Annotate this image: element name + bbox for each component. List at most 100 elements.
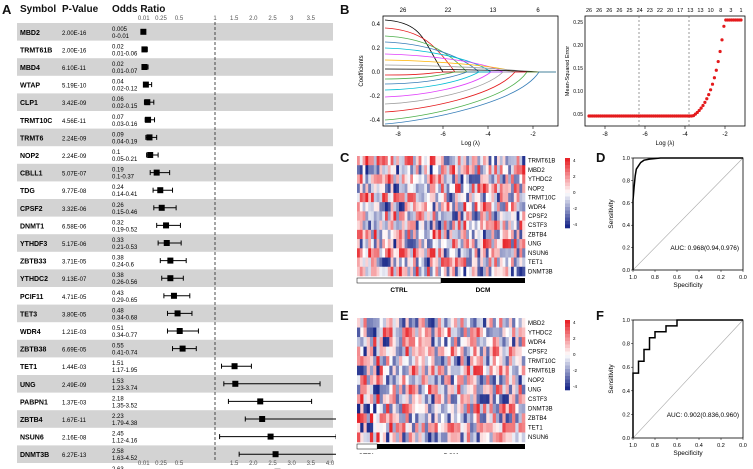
heatmap-cell: [379, 156, 383, 166]
heatmap-cell: [457, 337, 461, 347]
heatmap-cell: [492, 375, 497, 386]
heatmap-cell: [365, 156, 369, 166]
heatmap-cell: [457, 239, 461, 249]
heatmap-cell: [502, 174, 506, 184]
heatmap-cell: [421, 174, 425, 184]
gene-symbol: ZBTB4: [20, 417, 43, 424]
heatmap-cell: [434, 337, 439, 347]
heatmap-cell: [453, 346, 458, 357]
heatmap-cell: [469, 229, 473, 240]
heatmap-cell: [486, 327, 490, 338]
mse-point: [701, 103, 705, 108]
heatmap-cell: [494, 174, 498, 184]
heatmap-cell: [369, 403, 374, 414]
heatmap-cell: [410, 229, 414, 240]
heatmap-cell: [491, 248, 495, 258]
heatmap-cell: [357, 356, 361, 366]
y-tick-label: -0.4: [370, 118, 381, 124]
heatmap-cell: [441, 346, 445, 357]
gene-symbol: CLP1: [20, 100, 38, 107]
heatmap-cell: [421, 394, 426, 405]
heatmap-cell: [411, 394, 416, 405]
heatmap-cell: [393, 156, 397, 166]
heatmap-cell: [437, 394, 442, 405]
heatmap-cell: [502, 266, 506, 277]
heatmap-cell: [483, 165, 487, 175]
heatmap-cell: [471, 165, 475, 175]
heatmap-cell: [444, 356, 448, 366]
heatmap-cell: [483, 394, 487, 405]
gene-symbol: TET3: [20, 311, 37, 318]
heatmap-cell: [371, 202, 375, 212]
heatmap-cell: [434, 318, 439, 328]
heatmap-cell: [447, 365, 451, 376]
heatmap-cell: [447, 337, 451, 347]
heatmap-cell: [424, 384, 429, 395]
heatmap-cell: [469, 211, 473, 221]
top-df-label: 24: [637, 8, 643, 14]
heatmap-cell: [443, 257, 447, 268]
panel-d-letter: D: [596, 150, 606, 165]
heatmap-cell: [470, 365, 474, 376]
heatmap-cell: [428, 394, 432, 405]
y-tick-label: 0.0: [622, 436, 630, 442]
or-value: 0.07: [112, 115, 124, 121]
heatmap-cell: [495, 365, 500, 376]
heatmap-cell: [431, 365, 435, 376]
heatmap-cell: [486, 413, 490, 424]
heatmap-cell: [499, 422, 503, 433]
mse-point: [697, 108, 701, 113]
dcm-label: DCM: [476, 287, 491, 292]
heatmap-cell: [521, 356, 526, 366]
heatmap-cell: [389, 346, 393, 357]
heatmap-cell: [491, 211, 495, 221]
heatmap-cell: [365, 183, 369, 194]
top-df-label: 6: [536, 8, 540, 14]
legend-tick: -2: [573, 206, 577, 211]
heatmap-cell: [489, 318, 493, 328]
heatmap-cell: [393, 174, 397, 184]
top-tick-label: 1: [213, 16, 217, 22]
heatmap-cell: [502, 229, 506, 240]
heatmap-cell: [449, 248, 453, 258]
p-value: 2.24E-09: [62, 154, 87, 160]
row-shade: [17, 128, 333, 147]
heatmap-cell: [362, 165, 366, 175]
heatmap-cell: [471, 192, 475, 203]
heatmap-cell: [502, 220, 506, 231]
heatmap-cell: [455, 239, 459, 249]
heatmap-cell: [424, 192, 428, 203]
heatmap-cell: [401, 202, 405, 212]
heatmap-cell: [408, 346, 413, 357]
heatmap-cell: [502, 375, 506, 386]
heatmap-cell: [516, 192, 520, 203]
heatmap-cell: [424, 257, 428, 268]
heatmap-cell: [379, 327, 384, 338]
heatmap-cell: [360, 365, 364, 376]
heatmap-cell: [474, 257, 478, 268]
heatmap-cell: [450, 403, 455, 414]
heatmap-cell: [415, 248, 419, 258]
heatmap-cell: [407, 248, 411, 258]
heatmap-cell: [387, 257, 391, 268]
heatmap-cell: [410, 183, 414, 194]
heatmap-cell: [508, 165, 512, 175]
ci-value: 0.15-0.46: [112, 210, 138, 216]
heatmap-cell: [469, 165, 473, 175]
gene-symbol: MBD4: [20, 65, 40, 72]
heatmap-cell: [421, 202, 425, 212]
heatmap-cell: [455, 165, 459, 175]
heatmap-cell: [460, 375, 464, 386]
heatmap-cell: [508, 365, 513, 376]
heatmap-cell: [476, 422, 481, 433]
heatmap-cell: [513, 202, 517, 212]
heatmap-cell: [512, 384, 516, 395]
heatmap-cell: [385, 229, 389, 240]
heatmap-cell: [449, 211, 453, 221]
heatmap-cell: [466, 318, 471, 328]
heatmap-cell: [438, 165, 442, 175]
heatmap-cell: [413, 192, 417, 203]
heatmap-cell: [463, 337, 468, 347]
heatmap-cell: [411, 375, 416, 386]
heatmap-cell: [418, 248, 422, 258]
